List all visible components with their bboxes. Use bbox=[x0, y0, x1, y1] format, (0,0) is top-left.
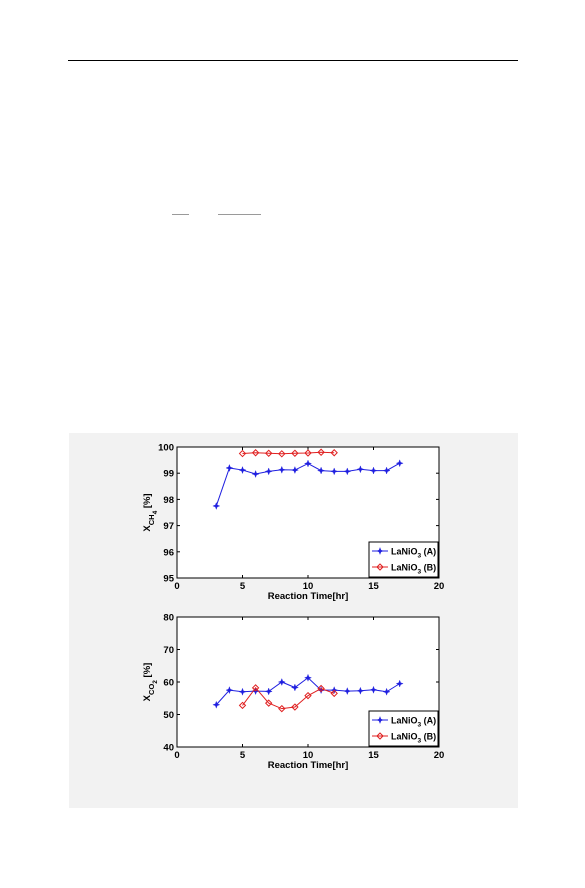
data-point bbox=[251, 684, 260, 692]
y-tick-label: 50 bbox=[163, 710, 174, 721]
data-point bbox=[304, 449, 312, 457]
x-tick-label: 10 bbox=[303, 581, 314, 592]
y-tick-label: 100 bbox=[158, 443, 174, 454]
data-point bbox=[330, 689, 338, 698]
data-point bbox=[264, 687, 273, 696]
y-tick-label: 40 bbox=[163, 743, 174, 754]
data-point bbox=[278, 704, 286, 713]
legend-box bbox=[368, 541, 439, 578]
series-b bbox=[238, 684, 338, 713]
legend-label: LaNiO3 (A) bbox=[391, 716, 436, 729]
data-point bbox=[225, 686, 234, 695]
data-point bbox=[304, 691, 312, 700]
data-point bbox=[330, 467, 339, 476]
x-axis-label: Reaction Time[hr] bbox=[268, 591, 349, 602]
data-point bbox=[264, 449, 273, 457]
y-tick-label: 99 bbox=[163, 469, 174, 480]
x-tick-label: 0 bbox=[174, 750, 179, 761]
series-a bbox=[212, 673, 404, 709]
chart-2: 0 5 10 15 20 40 50 60 70 80 Reaction Time[hr] XCO2 … bbox=[142, 613, 444, 772]
y-tick-label: 95 bbox=[163, 574, 174, 585]
legend-box bbox=[368, 710, 439, 747]
data-point bbox=[238, 687, 247, 696]
y-tick-label: 96 bbox=[163, 547, 174, 558]
x-tick-label: 20 bbox=[434, 750, 445, 761]
legend: LaNiO3 (A) LaNiO3 (B) bbox=[368, 710, 439, 747]
x-tick-label: 10 bbox=[303, 750, 314, 761]
data-point bbox=[304, 459, 312, 468]
legend-marker bbox=[376, 563, 384, 571]
legend-marker bbox=[376, 716, 384, 724]
x-tick-label: 5 bbox=[240, 581, 246, 592]
data-point bbox=[317, 448, 325, 456]
data-point bbox=[317, 466, 326, 475]
y-tick-label: 80 bbox=[163, 613, 174, 624]
data-point bbox=[395, 459, 404, 468]
data-point bbox=[382, 687, 391, 696]
legend-marker bbox=[376, 547, 384, 555]
data-point bbox=[343, 687, 352, 696]
y-axis-label: XCO2 [%] bbox=[142, 663, 159, 702]
data-point bbox=[277, 465, 286, 474]
data-point bbox=[251, 470, 260, 478]
y-tick-label: 98 bbox=[163, 495, 174, 506]
data-point bbox=[238, 701, 247, 710]
data-point bbox=[382, 466, 391, 475]
y-tick-label: 60 bbox=[163, 678, 174, 689]
legend-label: LaNiO3 (B) bbox=[391, 563, 436, 576]
data-point bbox=[290, 466, 299, 475]
data-point bbox=[290, 683, 299, 692]
data-point bbox=[264, 467, 273, 476]
fraction-bar-right bbox=[218, 214, 261, 215]
x-tick-label: 0 bbox=[174, 581, 179, 592]
data-point bbox=[330, 449, 338, 457]
legend-label: LaNiO3 (B) bbox=[391, 732, 436, 745]
data-point bbox=[251, 449, 260, 457]
data-point bbox=[291, 703, 299, 711]
y-axis-label: XCH4 [%] bbox=[142, 493, 159, 531]
x-tick-label: 15 bbox=[368, 581, 379, 592]
data-point bbox=[291, 449, 299, 457]
legend-label: LaNiO3 (A) bbox=[391, 547, 436, 560]
data-point bbox=[212, 501, 221, 510]
data-point bbox=[277, 678, 286, 686]
data-point bbox=[356, 465, 365, 474]
x-tick-label: 20 bbox=[434, 581, 445, 592]
y-tick-label: 97 bbox=[163, 521, 174, 532]
data-point bbox=[304, 673, 312, 682]
data-point bbox=[356, 686, 365, 695]
series-b bbox=[238, 448, 338, 458]
data-point bbox=[395, 679, 404, 688]
data-point bbox=[278, 450, 286, 458]
chart-1: 0 5 10 15 20 95 96 97 98 99 100 Reaction Time[hr] XC… bbox=[142, 443, 444, 603]
data-point bbox=[225, 463, 234, 472]
data-point bbox=[317, 684, 325, 693]
data-point bbox=[212, 700, 221, 709]
legend-marker bbox=[376, 732, 384, 740]
data-point bbox=[238, 449, 247, 458]
data-point bbox=[369, 685, 378, 694]
fraction-bar-left bbox=[172, 214, 189, 215]
x-tick-label: 15 bbox=[368, 750, 379, 761]
data-point bbox=[264, 699, 273, 707]
x-tick-label: 5 bbox=[240, 750, 246, 761]
page-header-rule bbox=[68, 60, 518, 61]
series-a bbox=[212, 459, 404, 510]
x-axis-label: Reaction Time[hr] bbox=[268, 760, 349, 771]
legend: LaNiO3 (A) LaNiO3 (B) bbox=[368, 541, 439, 578]
data-point bbox=[238, 466, 247, 475]
data-point bbox=[369, 466, 378, 475]
data-point bbox=[343, 467, 352, 476]
y-tick-label: 70 bbox=[163, 645, 174, 656]
